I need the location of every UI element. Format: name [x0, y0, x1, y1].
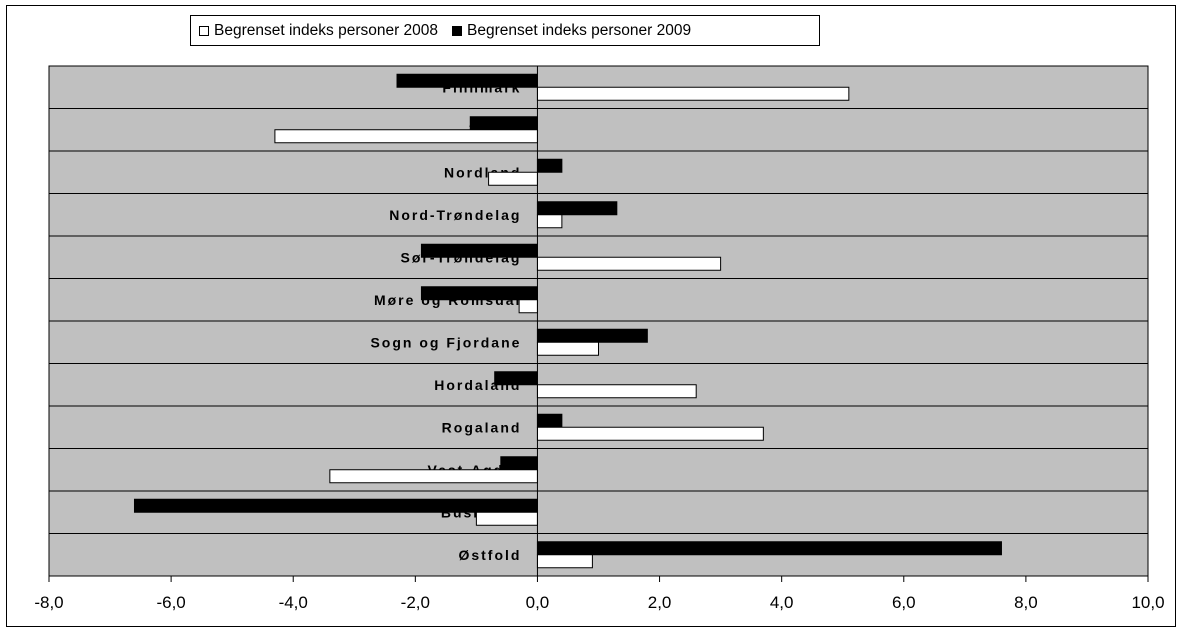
bar-2009	[469, 116, 538, 131]
bar-2008	[536, 86, 850, 101]
bar-2008	[536, 384, 697, 399]
bar-2009	[536, 328, 648, 343]
bar-2009	[536, 541, 1002, 556]
legend-item-2008: Begrenset indeks personer 2008	[199, 22, 438, 40]
category-label: Sogn og Fjordane	[370, 334, 521, 350]
legend-label-2008: Begrenset indeks personer 2008	[214, 21, 439, 39]
x-tick-label: 6,0	[892, 593, 916, 612]
x-tick-label: -4,0	[279, 593, 308, 612]
x-tick-label: 8,0	[1014, 593, 1038, 612]
bar-2008	[488, 171, 538, 186]
bar-2009	[536, 201, 618, 216]
bar-2008	[274, 129, 538, 144]
bar-2009	[536, 158, 563, 173]
bar-2009	[133, 498, 538, 513]
bar-2008	[536, 554, 593, 569]
x-tick-label: -6,0	[156, 593, 185, 612]
legend-swatch-2009	[452, 25, 463, 36]
bar-2008	[536, 341, 600, 356]
bar-2009	[420, 286, 538, 301]
x-tick-label: 2,0	[648, 593, 672, 612]
bar-2009	[420, 243, 538, 258]
bar-2009	[500, 456, 538, 471]
bar-2009	[396, 73, 538, 88]
category-label: Østfold	[458, 547, 521, 563]
bar-2009	[494, 371, 538, 386]
bar-2008	[536, 256, 722, 271]
x-tick-label: 4,0	[770, 593, 794, 612]
category-label: Rogaland	[442, 419, 522, 435]
legend-label-2009: Begrenset indeks personer 2009	[467, 21, 692, 39]
legend-swatch-2008	[199, 25, 209, 36]
x-tick-label: -2,0	[401, 593, 430, 612]
bar-2009	[536, 413, 563, 428]
bar-2008	[536, 426, 764, 441]
legend: Begrenset indeks personer 2008 Begrenset…	[190, 15, 820, 46]
bar-2008	[329, 469, 538, 484]
legend-item-2009: Begrenset indeks personer 2009	[452, 22, 691, 40]
category-label: Nord-Trøndelag	[389, 207, 521, 223]
bar-2008	[536, 214, 563, 229]
bar-2008	[518, 299, 538, 314]
x-tick-label: 10,0	[1131, 593, 1164, 612]
bar-2008	[475, 511, 538, 526]
x-tick-label: 0,0	[526, 593, 550, 612]
x-tick-label: -8,0	[34, 593, 63, 612]
